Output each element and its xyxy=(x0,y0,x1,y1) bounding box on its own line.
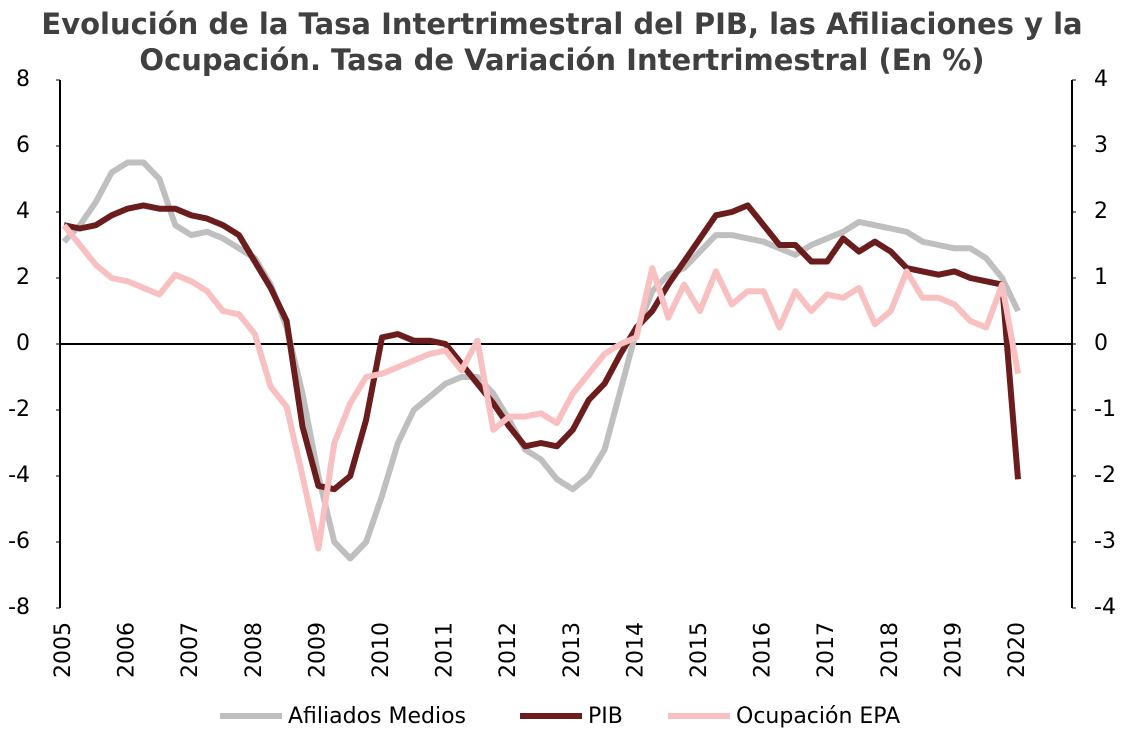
x-tick-label: 2008 xyxy=(242,622,267,678)
legend-label: PIB xyxy=(588,704,623,729)
y-tick-label: -8 xyxy=(8,595,30,620)
y2-tick-label: 3 xyxy=(1094,133,1108,158)
x-tick-label: 2007 xyxy=(178,622,203,678)
y2-tick-label: 2 xyxy=(1094,199,1108,224)
x-tick-label: 2019 xyxy=(941,622,966,678)
y-tick-label: 4 xyxy=(16,199,30,224)
x-tick-label: 2020 xyxy=(1005,622,1030,678)
y-tick-label: 6 xyxy=(16,133,30,158)
y-tick-label: 8 xyxy=(16,67,30,92)
y-tick-label: -2 xyxy=(8,397,30,422)
x-tick-label: 2006 xyxy=(115,622,140,678)
x-tick-label: 2017 xyxy=(814,622,839,678)
x-tick-label: 2010 xyxy=(369,622,394,678)
series-line xyxy=(61,223,1021,552)
y-tick-label: -6 xyxy=(8,529,30,554)
x-tick-label: 2012 xyxy=(496,622,521,678)
x-tick-label: 2018 xyxy=(878,622,903,678)
x-tick-label: 2011 xyxy=(433,622,458,678)
x-tick-label: 2009 xyxy=(305,622,330,678)
legend-label: Afiliados Medios xyxy=(288,704,466,729)
x-tick-label: 2005 xyxy=(51,622,76,678)
x-tick-label: 2013 xyxy=(560,622,585,678)
y-tick-label: 2 xyxy=(16,265,30,290)
y2-tick-label: 1 xyxy=(1094,265,1108,290)
y2-tick-label: -1 xyxy=(1094,397,1116,422)
y2-tick-label: 4 xyxy=(1094,67,1108,92)
series-line xyxy=(61,159,1021,562)
legend-label: Ocupación EPA xyxy=(736,704,900,729)
y-tick-label: -4 xyxy=(8,463,30,488)
y-tick-label: 0 xyxy=(16,331,30,356)
chart-title: Evolución de la Tasa Intertrimestral del… xyxy=(41,7,1083,77)
x-tick-label: 2015 xyxy=(687,622,712,678)
y2-tick-label: 0 xyxy=(1094,331,1108,356)
series-line xyxy=(63,202,1021,493)
y2-tick-label: -2 xyxy=(1094,463,1116,488)
y2-tick-label: -3 xyxy=(1094,529,1116,554)
x-tick-label: 2016 xyxy=(751,622,776,678)
y2-tick-label: -4 xyxy=(1094,595,1116,620)
x-tick-label: 2014 xyxy=(623,622,648,678)
